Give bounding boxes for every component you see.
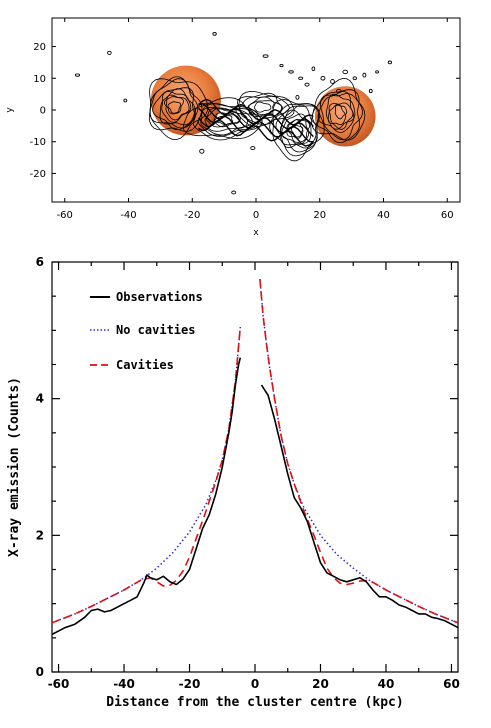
contour-x-tick-label: -20: [184, 210, 200, 221]
contour-y-axis-label: y: [5, 107, 15, 113]
contour-line: [237, 95, 290, 125]
contour-x-tick-label: -60: [57, 210, 73, 221]
contour-line: [165, 94, 190, 121]
contour-line: [328, 102, 354, 130]
contour-island: [311, 66, 316, 72]
contour-island: [342, 69, 349, 75]
contour-island: [352, 76, 358, 81]
contour-y-tick-label: 0: [40, 106, 46, 117]
contour-band: [198, 119, 314, 147]
contour-line: [327, 103, 347, 126]
profile-y-tick-label: 2: [36, 528, 44, 542]
contour-line: [204, 107, 248, 132]
profile-x-tick-label: -20: [179, 677, 201, 691]
contour-island: [250, 146, 256, 151]
contour-line: [213, 112, 241, 128]
contour-panel: -60 -40 -20 0 20 40 60 -20 -10 0 10 20 x y: [5, 17, 461, 238]
contour-line: [275, 105, 321, 153]
profile-plot-frame: [51, 261, 459, 673]
profile-y-tick-label: 4: [36, 392, 44, 406]
contour-x-tick-label: 0: [253, 210, 259, 221]
profile-panel: -60 -40 -20 0 20 40 60 0 2 4 6 Distance from the c…: [7, 255, 460, 710]
contour-island: [279, 64, 284, 68]
profile-y-tick-label: 6: [36, 255, 44, 269]
contour-line: [152, 87, 195, 130]
contour-line: [253, 101, 272, 113]
profile-x-tick-label: 40: [378, 677, 395, 691]
cavity-1: [150, 65, 221, 136]
contour-x-axis-label: x: [253, 228, 259, 238]
contour-line: [149, 78, 199, 129]
profile-x-tick-label: 0: [251, 677, 259, 691]
contour-island: [231, 190, 237, 195]
contour-line: [192, 102, 263, 141]
contour-island: [288, 70, 294, 74]
series-no-cavities-line: [52, 326, 242, 624]
contour-y-tick-label: 20: [33, 42, 46, 53]
contour-y-tick-label: 10: [33, 74, 46, 85]
contour-island: [262, 54, 269, 58]
legend-label-observations: Observations: [116, 290, 203, 304]
series-observations-line: [260, 384, 458, 629]
contour-line: [159, 88, 196, 126]
contour-x-tick-label: 60: [441, 210, 454, 221]
contour-line: [167, 101, 181, 114]
contour-x-tick-label: 40: [377, 210, 390, 221]
contour-island: [320, 75, 326, 81]
legend-label-no-cavities: No cavities: [116, 323, 195, 337]
series-observations-line: [52, 357, 242, 636]
contour-y-tick-label: -20: [30, 169, 46, 180]
contour-line: [325, 93, 356, 130]
profile-x-tick-label: -40: [113, 677, 135, 691]
series-cavities-line: [259, 279, 458, 624]
legend-label-cavities: Cavities: [116, 358, 174, 372]
profile-y-axis-label: X-ray emission (Counts): [7, 377, 22, 557]
contour-island: [362, 72, 367, 78]
contour-island: [387, 60, 392, 65]
contour-line: [319, 93, 363, 141]
contour-line: [312, 89, 361, 144]
contour-x-tick-label: 20: [313, 210, 326, 221]
contour-line: [164, 96, 184, 115]
legend: Observations No cavities Cavities: [90, 290, 203, 372]
cavity-2: [314, 86, 376, 147]
profile-y-tick-label: 0: [36, 665, 44, 679]
contour-island: [123, 98, 128, 103]
profile-x-tick-label: -60: [48, 677, 70, 691]
profile-x-tick-label: 20: [312, 677, 329, 691]
contour-line: [279, 104, 318, 149]
contour-island: [74, 73, 81, 77]
contour-line: [290, 125, 304, 138]
contour-line: [281, 113, 310, 146]
contour-line: [269, 103, 320, 157]
contour-island: [375, 70, 380, 74]
contour-island: [368, 88, 373, 94]
contour-island: [330, 78, 335, 84]
contour-line: [214, 115, 233, 126]
contour-island: [295, 94, 300, 100]
profile-x-axis-label: Distance from the cluster centre (kpc): [106, 695, 403, 710]
contour-y-tick-label: -10: [30, 137, 46, 148]
contour-island: [212, 32, 217, 36]
contour-line: [161, 91, 192, 123]
contour-line: [317, 91, 355, 133]
contour-island: [107, 50, 112, 55]
contour-x-tick-label: -40: [120, 210, 136, 221]
contour-line: [182, 97, 263, 140]
profile-x-tick-label: 60: [443, 677, 460, 691]
contour-island: [298, 76, 304, 80]
contour-island: [199, 148, 205, 154]
contour-line: [334, 104, 348, 120]
contour-island: [304, 82, 310, 87]
contour-island: [336, 88, 342, 94]
